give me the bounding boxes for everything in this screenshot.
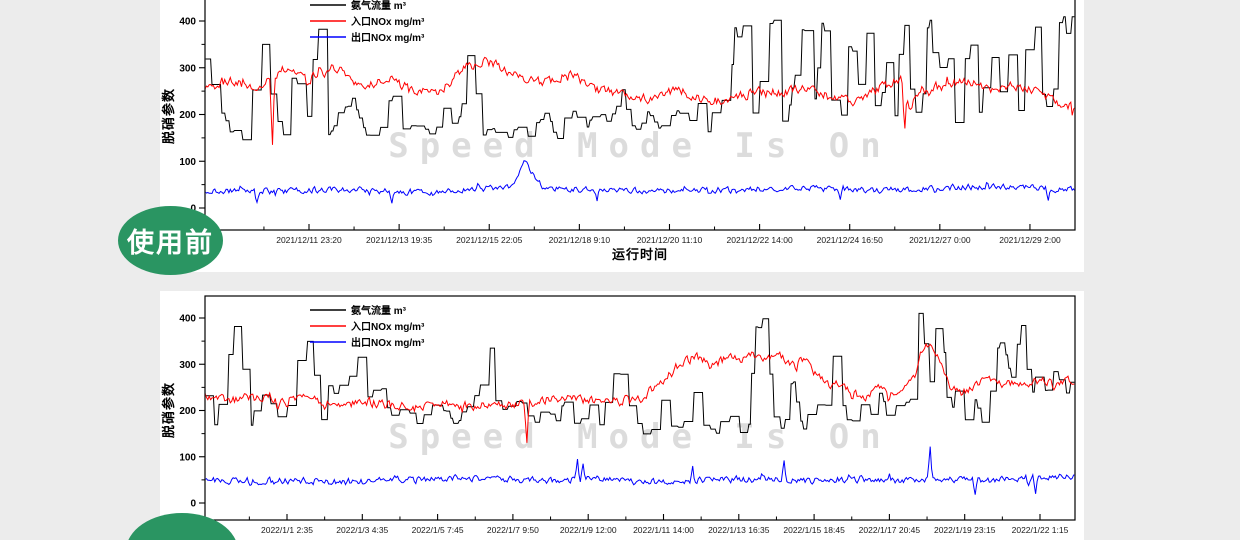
- inlet-nox-line: [205, 56, 1075, 145]
- phase-badge-before: 使用前: [118, 206, 223, 275]
- y-tick-label: 300: [179, 360, 196, 371]
- x-tick-label: 2021/12/11 23:20: [276, 235, 342, 245]
- x-tick-label: 2021/12/27 0:00: [909, 235, 971, 245]
- y-tick-label: 400: [179, 314, 196, 325]
- x-tick-label: 2021/12/24 16:50: [817, 235, 883, 245]
- x-tick-label: 2021/12/20 11:10: [637, 235, 703, 245]
- outlet-nox-line: [205, 446, 1075, 495]
- inlet-nox-legend-label: 入口NOx mg/m³: [351, 16, 425, 28]
- y-axis-title: 脱硝参数: [161, 88, 176, 144]
- x-tick-label: 2021/12/15 22:05: [456, 235, 522, 245]
- x-tick-label: 2022/1/1 2:35: [261, 525, 313, 535]
- y-tick-label: 200: [179, 110, 196, 121]
- x-tick-label: 2022/1/5 7:45: [412, 525, 464, 535]
- ammonia-flow-legend-label: 氨气流量 m³: [351, 304, 407, 317]
- x-tick-label: 2021/12/22 14:00: [727, 235, 793, 245]
- inlet-nox-line: [205, 342, 1075, 443]
- x-tick-label: 2021/12/13 19:35: [366, 235, 432, 245]
- x-axis-title: 运行时间: [612, 247, 668, 262]
- y-tick-label: 400: [179, 17, 196, 28]
- plot-frame: [204, 295, 1076, 521]
- outlet-nox-legend-label: 出口NOx mg/m³: [351, 336, 425, 349]
- x-tick-label: 2022/1/19 23:15: [934, 525, 996, 535]
- y-tick-label: 200: [179, 406, 196, 417]
- phase-badge-before-label: 使用前: [127, 228, 214, 258]
- chart-svg: Speed Mode Is On01002003004002021/12/11 …: [161, 0, 1076, 262]
- chart-panel-before: Speed Mode Is On01002003004002021/12/11 …: [160, 0, 1084, 272]
- x-tick-label: 2022/1/7 9:50: [487, 525, 539, 535]
- watermark-text: Speed Mode Is On: [388, 417, 892, 457]
- x-tick-label: 2021/12/29 2:00: [999, 235, 1061, 245]
- x-tick-label: 2022/1/22 1:15: [1012, 525, 1069, 535]
- ammonia-flow-line: [205, 16, 1075, 141]
- x-tick-label: 2022/1/15 18:45: [783, 525, 845, 535]
- x-tick-label: 2022/1/13 16:35: [708, 525, 770, 535]
- inlet-nox-legend-label: 入口NOx mg/m³: [351, 321, 425, 333]
- x-tick-label: 2022/1/11 14:00: [633, 525, 694, 535]
- x-tick-label: 2022/1/9 12:00: [560, 525, 617, 535]
- x-tick-label: 2021/12/18 9:10: [549, 235, 611, 245]
- chart-panel-after: Speed Mode Is On 0 100 200 300 400 2022/1/1 2:…: [160, 291, 1084, 540]
- ammonia-flow-legend-label: 氨气流量 m³: [351, 0, 407, 12]
- plot-frame: [204, 0, 1076, 231]
- y-tick-label: 0: [190, 499, 196, 510]
- y-tick-label: 100: [179, 157, 196, 168]
- outlet-nox-line: [205, 160, 1075, 205]
- y-axis-title: 脱硝参数: [161, 382, 176, 438]
- ammonia-flow-line: [205, 312, 1075, 435]
- x-tick-label: 2022/1/3 4:35: [336, 525, 388, 535]
- y-tick-label: 100: [179, 452, 196, 463]
- y-tick-label: 300: [179, 63, 196, 74]
- chart-svg: Speed Mode Is On 0 100 200 300 400 2022/1/1 2:…: [161, 295, 1076, 535]
- x-tick-label: 2022/1/17 20:45: [859, 525, 921, 535]
- watermark-text: Speed Mode Is On: [388, 126, 892, 166]
- outlet-nox-legend-label: 出口NOx mg/m³: [351, 31, 425, 44]
